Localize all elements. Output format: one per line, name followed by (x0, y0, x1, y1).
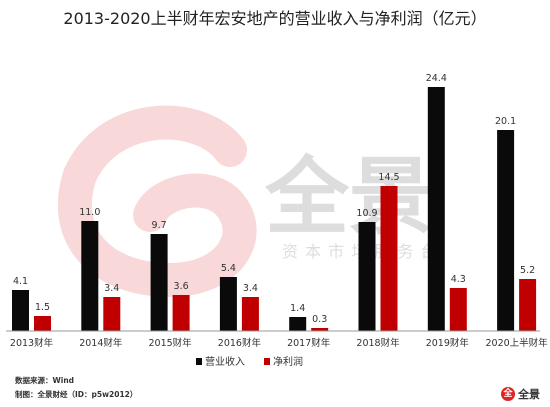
data-label-revenue-7: 20.1 (495, 116, 516, 127)
maker-note: 制图：全景财经（ID：p5w2012） (15, 390, 138, 399)
data-label-profit-1: 3.4 (104, 283, 119, 294)
bar-revenue-6 (427, 87, 445, 331)
bar-profit-4 (311, 328, 329, 331)
x-tick-label-1: 2014财年 (79, 337, 123, 349)
data-label-profit-5: 14.5 (378, 172, 399, 183)
bar-profit-7 (519, 279, 537, 331)
x-tick-label-3: 2016财年 (218, 337, 262, 349)
x-tick-label-0: 2013财年 (10, 337, 54, 349)
brand-logo-text: 全景 (518, 388, 540, 401)
bar-profit-6 (449, 288, 467, 331)
brand-logo-icon: 全 (501, 387, 515, 401)
bar-revenue-0 (12, 290, 29, 331)
data-label-revenue-3: 5.4 (221, 263, 236, 274)
data-label-profit-3: 3.4 (243, 283, 258, 294)
legend-label-profit: 净利润 (273, 355, 303, 368)
watermark-swirl (58, 105, 257, 298)
bar-profit-0 (34, 316, 51, 331)
chart-title: 2013-2020上半财年宏安地产的营业收入与净利润（亿元） (63, 9, 487, 28)
data-label-revenue-6: 24.4 (426, 73, 447, 84)
bar-revenue-1 (81, 221, 99, 331)
x-tick-label-4: 2017财年 (287, 337, 331, 349)
data-label-profit-4: 0.3 (312, 314, 327, 325)
data-label-profit-2: 3.6 (174, 281, 189, 292)
bar-revenue-4 (289, 317, 307, 331)
data-label-profit-7: 5.2 (520, 265, 535, 276)
data-label-profit-0: 1.5 (35, 302, 50, 313)
data-label-profit-6: 4.3 (451, 274, 466, 285)
data-label-revenue-4: 1.4 (290, 303, 305, 314)
brand-logo: 全 全景 (501, 386, 540, 402)
x-tick-label-5: 2018财年 (356, 337, 400, 349)
bar-profit-1 (103, 297, 121, 331)
data-label-revenue-5: 10.9 (356, 208, 377, 219)
x-tick-label-7: 2020上半财年 (486, 337, 549, 349)
source-note: 数据来源：Wind (15, 376, 75, 385)
bar-profit-3 (241, 297, 259, 331)
data-label-revenue-1: 11.0 (79, 207, 100, 218)
x-tick-label-2: 2015财年 (149, 337, 193, 349)
x-tick-label-6: 2019财年 (426, 337, 470, 349)
data-label-revenue-0: 4.1 (13, 276, 28, 287)
bar-revenue-5 (358, 222, 376, 331)
legend-label-revenue: 营业收入 (205, 355, 245, 368)
legend-swatch-profit (264, 358, 270, 365)
bar-revenue-2 (150, 234, 168, 331)
bar-revenue-7 (497, 130, 515, 331)
bar-profit-5 (380, 186, 398, 331)
legend-swatch-revenue (196, 358, 202, 365)
data-label-revenue-2: 9.7 (152, 220, 167, 231)
bar-profit-2 (172, 295, 190, 331)
bar-revenue-3 (219, 277, 237, 331)
